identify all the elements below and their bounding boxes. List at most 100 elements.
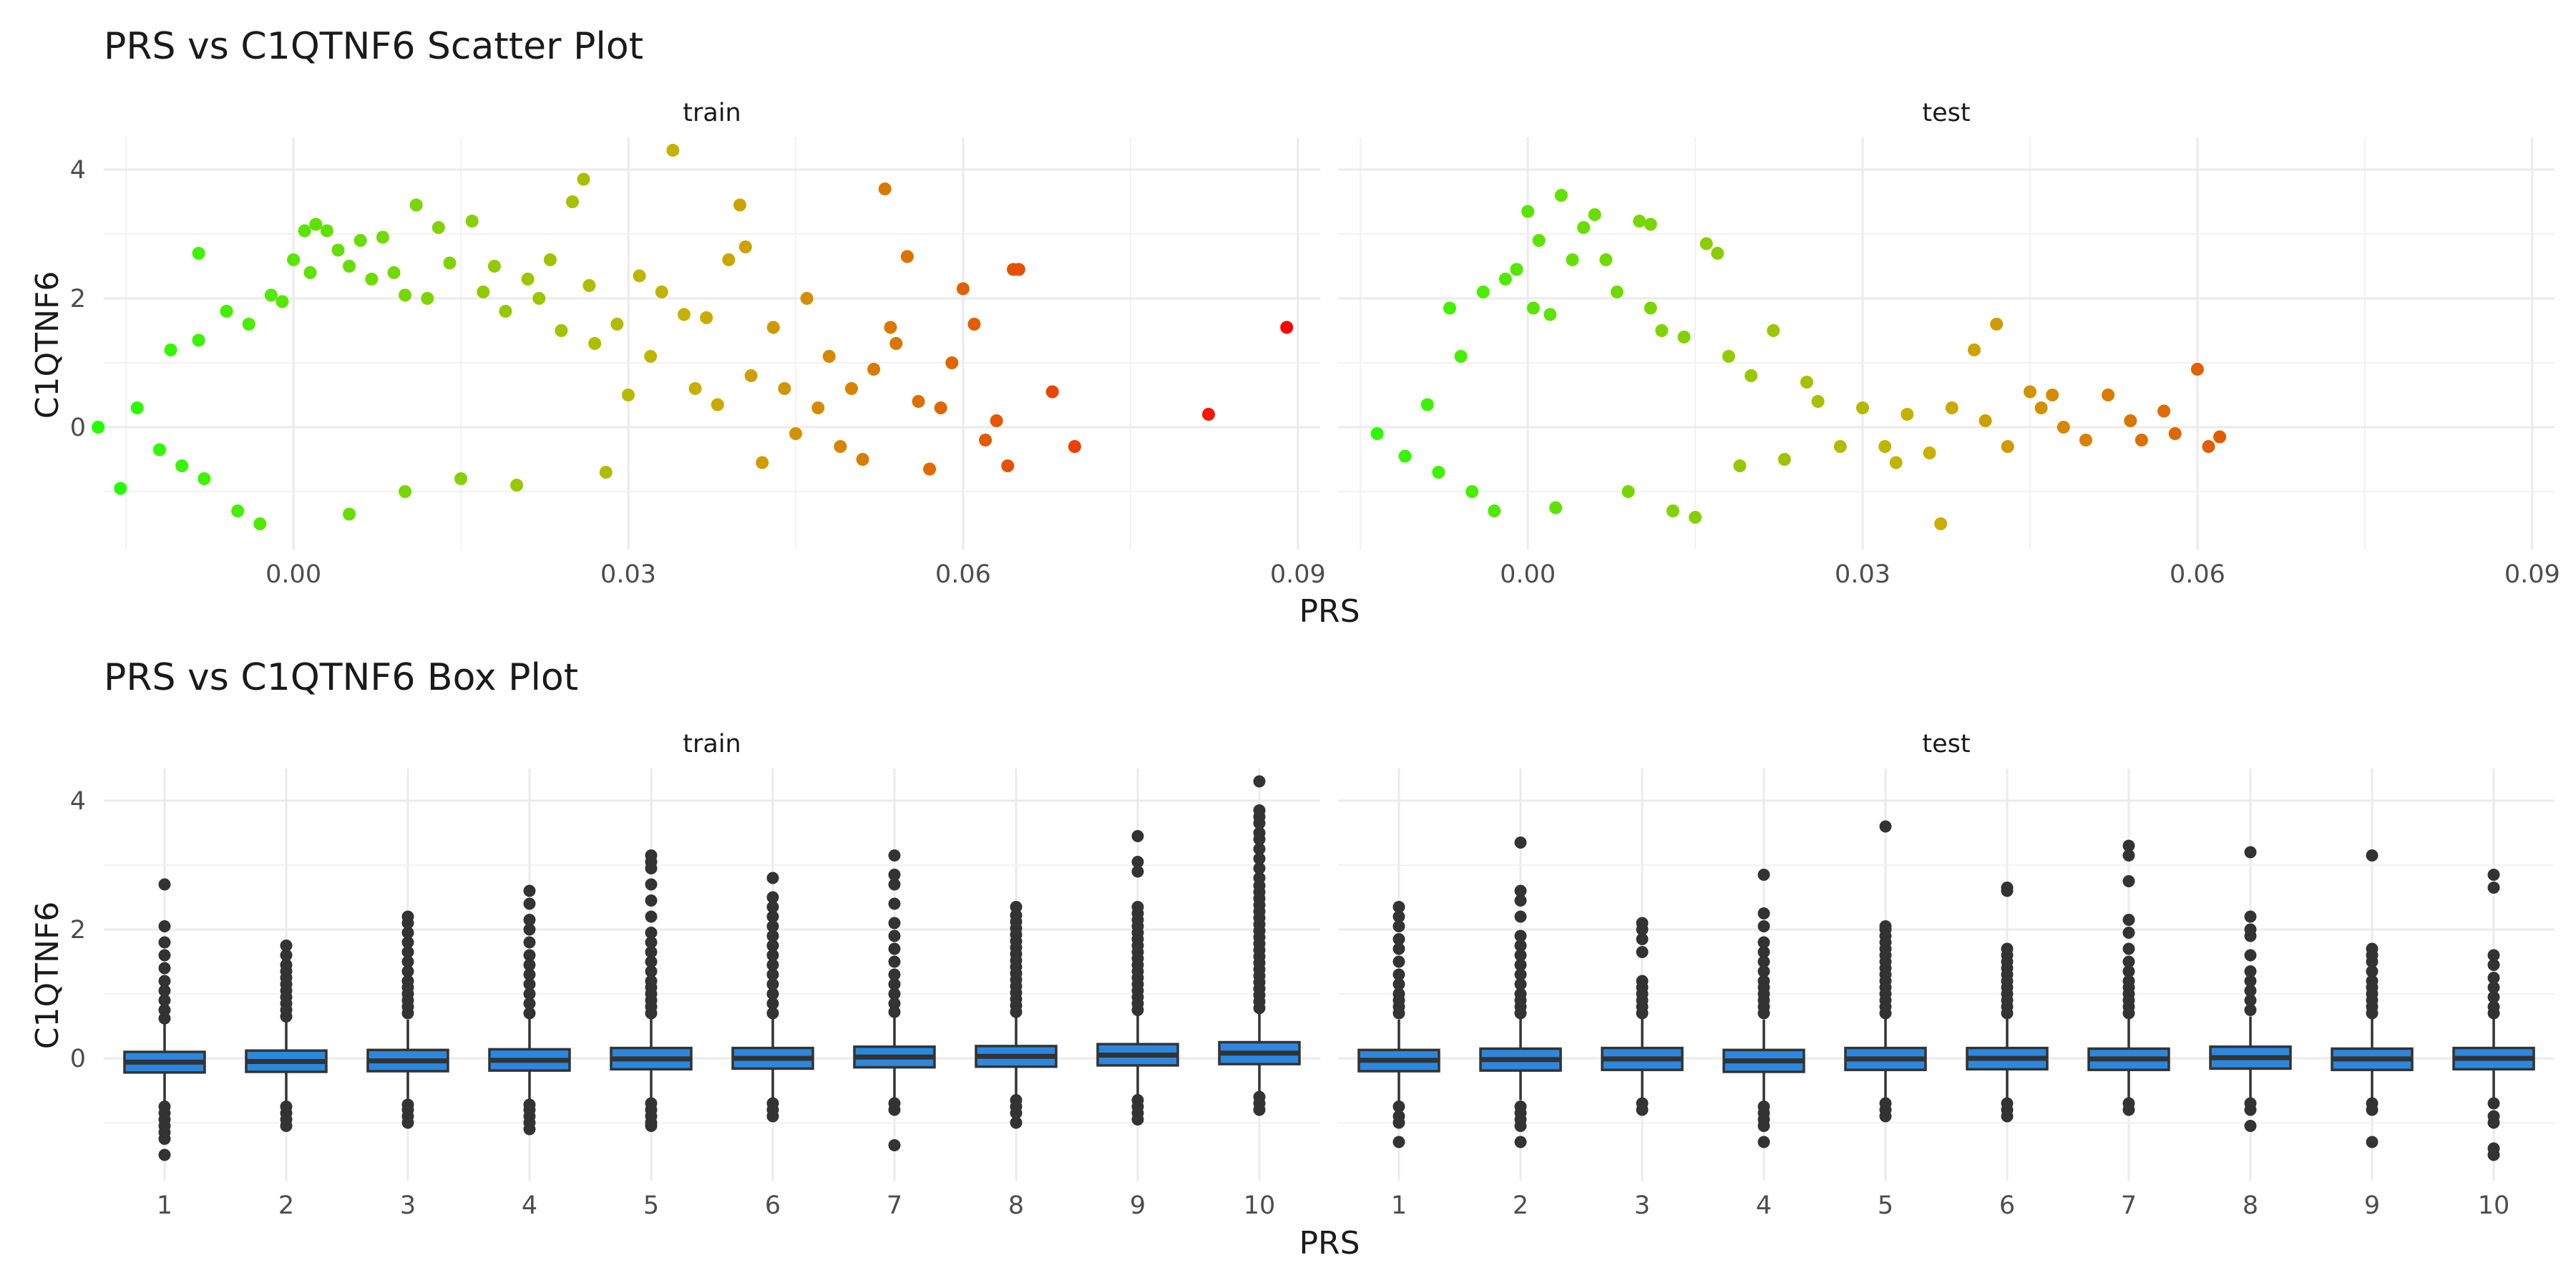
- scatter-point: [1370, 427, 1384, 440]
- scatter-point: [343, 507, 356, 521]
- box-outlier: [158, 962, 171, 975]
- scatter-point: [599, 466, 613, 479]
- scatter-plot-title: PRS vs C1QTNF6 Scatter Plot: [104, 25, 643, 68]
- box-x-tick-label: 9: [2364, 1191, 2380, 1220]
- scatter-point: [532, 292, 546, 305]
- scatter-y-tick-label: 4: [70, 156, 86, 185]
- scatter-y-tick-label: 2: [70, 285, 86, 313]
- box-outlier: [1010, 909, 1023, 922]
- box-y-tick-label: 0: [70, 1045, 86, 1073]
- scatter-point: [92, 421, 105, 434]
- scatter-point: [387, 266, 401, 279]
- scatter-point: [1878, 440, 1892, 453]
- scatter-point: [2168, 427, 2182, 440]
- scatter-point: [1001, 459, 1015, 472]
- box-outlier: [645, 936, 658, 949]
- scatter-x-tick-label: 0.00: [1500, 560, 1556, 589]
- scatter-point: [510, 479, 524, 492]
- box-test-10: [2452, 869, 2535, 1161]
- box-x-tick-label: 4: [1756, 1191, 1772, 1220]
- scatter-point: [1432, 466, 1445, 479]
- box-outlier: [888, 978, 901, 990]
- box-outlier: [2244, 985, 2257, 997]
- box-outlier: [645, 965, 658, 977]
- scatter-point: [1968, 343, 1981, 356]
- scatter-point: [633, 269, 646, 283]
- box-outlier: [1392, 910, 1405, 923]
- box-outlier: [2366, 965, 2379, 977]
- scatter-point: [1621, 485, 1635, 498]
- box-outlier: [2487, 981, 2500, 994]
- box-train-4: [488, 884, 571, 1136]
- box-outlier: [523, 936, 536, 949]
- scatter-point: [2057, 421, 2070, 434]
- scatter-point: [1454, 350, 1468, 363]
- scatter-point: [1979, 414, 1992, 427]
- box-outlier: [2001, 1110, 2014, 1123]
- box-outlier: [401, 1116, 414, 1129]
- box-outlier: [1392, 978, 1405, 990]
- box-outlier: [2244, 965, 2257, 977]
- box-outlier: [158, 1133, 171, 1145]
- scatter-point: [1554, 189, 1568, 202]
- box-outlier: [1514, 987, 1527, 1000]
- box-outlier: [2366, 1103, 2379, 1116]
- box-outlier: [2122, 914, 2135, 926]
- box-outlier: [1514, 959, 1527, 971]
- box-outlier: [1514, 836, 1527, 849]
- scatter-point: [1566, 253, 1579, 266]
- scatter-point: [331, 243, 345, 257]
- scatter-y-tick-label: 0: [70, 414, 86, 442]
- scatter-point: [1644, 301, 1657, 315]
- box-outlier: [2122, 975, 2135, 987]
- box-outlier: [2001, 942, 2014, 955]
- box-outlier: [1514, 978, 1527, 990]
- box-outlier: [1757, 1120, 1770, 1132]
- scatter-point: [1510, 263, 1523, 276]
- box-outlier: [888, 955, 901, 968]
- box-outlier: [158, 920, 171, 932]
- scatter-x-tick-label: 0.06: [2170, 560, 2225, 589]
- box-outlier: [888, 942, 901, 955]
- box-outlier: [2244, 846, 2257, 859]
- scatter-point: [856, 453, 869, 466]
- scatter-point: [2190, 363, 2204, 376]
- scatter-y-axis-title: C1QTNF6: [29, 271, 66, 419]
- scatter-point: [1945, 401, 1958, 414]
- scatter-point: [1012, 263, 1025, 276]
- box-y-axis-title: C1QTNF6: [29, 902, 66, 1049]
- box-outlier: [2487, 1148, 2500, 1161]
- scatter-point: [822, 350, 836, 363]
- scatter-point: [1420, 398, 1434, 411]
- scatter-point: [465, 215, 479, 228]
- box-outlier: [1514, 1120, 1527, 1132]
- scatter-point: [287, 253, 301, 266]
- scatter-point: [231, 504, 245, 517]
- box-outlier: [2244, 1120, 2257, 1132]
- box-outlier: [888, 849, 901, 862]
- box-outlier: [2487, 1116, 2500, 1129]
- box-outlier: [766, 940, 779, 952]
- box-test-5: [1844, 820, 1927, 1123]
- scatter-point: [1833, 440, 1847, 453]
- scatter-point: [2102, 389, 2115, 401]
- box-x-tick-label: 2: [1513, 1191, 1528, 1220]
- scatter-point: [610, 318, 624, 331]
- box-outlier: [158, 1148, 171, 1161]
- scatter-point: [1202, 408, 1215, 421]
- box-x-tick-label: 9: [1130, 1191, 1146, 1220]
- box-outlier: [1253, 862, 1266, 874]
- scatter-point: [1733, 459, 1747, 472]
- box-x-tick-label: 3: [400, 1191, 416, 1220]
- box-outlier: [401, 936, 414, 949]
- box-outlier: [1636, 917, 1649, 930]
- scatter-point: [1498, 273, 1512, 286]
- box-x-tick-label: 4: [522, 1191, 537, 1220]
- scatter-point: [253, 517, 267, 530]
- box-outlier: [523, 968, 536, 981]
- scatter-point: [1398, 449, 1412, 463]
- box-outlier: [401, 965, 414, 977]
- box-outlier: [2122, 942, 2135, 955]
- box-train-7: [853, 849, 936, 1151]
- box-outlier: [401, 927, 414, 939]
